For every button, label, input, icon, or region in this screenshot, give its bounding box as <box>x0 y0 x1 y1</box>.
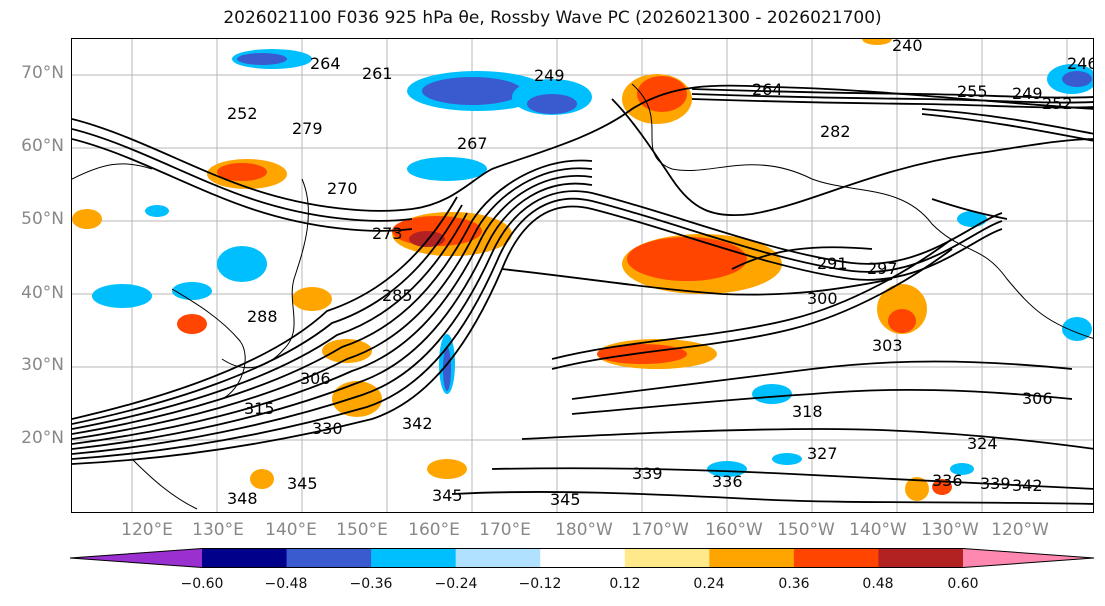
colorbar-tick: −0.24 <box>434 576 478 592</box>
contour-label: 327 <box>807 444 838 463</box>
contour-label: 315 <box>244 399 275 418</box>
contour-label: 279 <box>292 119 323 138</box>
lon-label: 130°W <box>921 520 979 540</box>
colorbar-outline <box>70 548 1095 568</box>
contour-label: 267 <box>457 134 488 153</box>
contour-label: 336 <box>932 471 963 490</box>
colorbar-segment <box>963 548 1094 568</box>
map-canvas: 240 246 249 249 252 252 255 261 264 264 … <box>72 39 1094 512</box>
lat-label: 20°N <box>21 428 64 448</box>
contour-label: 261 <box>362 64 393 83</box>
colorbar-segment <box>371 548 457 568</box>
colorbar-tick: 0.24 <box>693 576 725 592</box>
contour-label: 339 <box>632 464 663 483</box>
contour-label: 270 <box>327 179 358 198</box>
colorbar <box>70 548 1095 568</box>
map-title: 2026021100 F036 925 hPa θe, Rossby Wave … <box>223 8 882 28</box>
lon-label: 170°E <box>479 520 531 540</box>
contour-label: 246 <box>1067 54 1094 73</box>
lat-label: 70°N <box>21 63 64 83</box>
contour-label: 330 <box>312 419 343 438</box>
lat-label: 60°N <box>21 136 64 156</box>
colorbar-tick: −0.12 <box>518 576 562 592</box>
colorbar-tick: 0.60 <box>947 576 979 592</box>
lon-label: 120°W <box>991 520 1049 540</box>
colorbar-tick: −0.36 <box>349 576 393 592</box>
contour-label: 303 <box>872 336 903 355</box>
rossby-wave-pc-shading <box>72 39 1093 501</box>
lat-label: 50°N <box>21 209 64 229</box>
contour-label: 249 <box>1012 84 1043 103</box>
colorbar-segment <box>540 548 626 568</box>
colorbar-tick: −0.60 <box>180 576 224 592</box>
contour-label: 342 <box>402 414 433 433</box>
colorbar-segment <box>455 548 541 568</box>
contour-label: 282 <box>820 122 851 141</box>
map-panel: 240 246 249 249 252 252 255 261 264 264 … <box>71 38 1094 513</box>
contour-label: 273 <box>372 224 403 243</box>
colorbar-segment <box>70 548 202 568</box>
colorbar-segment <box>793 548 879 568</box>
contour-label: 297 <box>867 259 898 278</box>
colorbar-tick: 0.12 <box>609 576 641 592</box>
contour-label: 285 <box>382 286 413 305</box>
colorbar-segment <box>624 548 710 568</box>
contour-label: 345 <box>550 490 581 509</box>
colorbar-segment <box>709 548 795 568</box>
contour-labels: 240 246 249 249 252 252 255 261 264 264 … <box>227 39 1094 509</box>
lon-label: 170°W <box>631 520 689 540</box>
contour-label: 345 <box>432 486 463 505</box>
contour-label: 342 <box>1012 476 1043 495</box>
contour-label: 336 <box>712 472 743 491</box>
contour-label: 252 <box>1042 94 1073 113</box>
colorbar-tick: 0.36 <box>778 576 810 592</box>
contour-label: 291 <box>817 254 848 273</box>
lon-label: 140°E <box>265 520 317 540</box>
lat-label: 30°N <box>21 355 64 375</box>
colorbar-tick: 0.48 <box>862 576 894 592</box>
contour-label: 240 <box>892 39 923 55</box>
contour-label: 345 <box>287 474 318 493</box>
contour-label: 264 <box>310 54 341 73</box>
colorbar-tick: −0.48 <box>264 576 308 592</box>
lon-label: 180°W <box>555 520 613 540</box>
contour-label: 306 <box>1022 389 1053 408</box>
colorbar-fills <box>70 548 1094 568</box>
contour-label: 348 <box>227 489 258 508</box>
contour-label: 318 <box>792 402 823 421</box>
contour-label: 306 <box>300 369 331 388</box>
lat-label: 40°N <box>21 283 64 303</box>
colorbar-segment <box>202 548 288 568</box>
contour-label: 255 <box>957 82 988 101</box>
lon-label: 120°E <box>121 520 173 540</box>
lon-label: 150°W <box>777 520 835 540</box>
lon-label: 130°E <box>192 520 244 540</box>
lon-label: 160°E <box>408 520 460 540</box>
theta-e-contours <box>72 84 1093 505</box>
contour-label: 288 <box>247 307 278 326</box>
lon-label: 140°W <box>849 520 907 540</box>
contour-label: 264 <box>752 80 783 99</box>
contour-label: 249 <box>534 66 565 85</box>
contour-label: 300 <box>807 289 838 308</box>
contour-label: 339 <box>980 474 1011 493</box>
lon-label: 150°E <box>336 520 388 540</box>
contour-label: 324 <box>967 434 998 453</box>
colorbar-segment <box>878 548 964 568</box>
lon-label: 160°W <box>705 520 763 540</box>
contour-label: 252 <box>227 104 258 123</box>
colorbar-segment <box>286 548 372 568</box>
